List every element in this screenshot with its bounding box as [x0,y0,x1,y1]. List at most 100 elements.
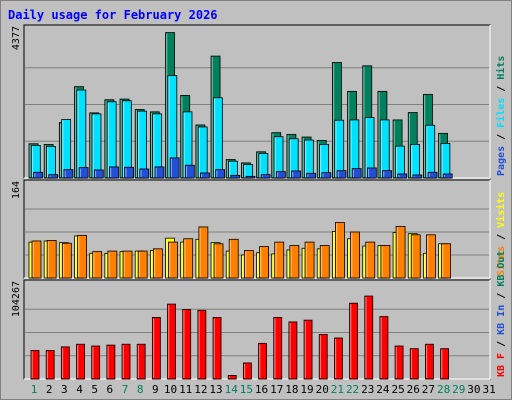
bar-hits-files-day-26 [410,144,420,179]
x-tick-label: 11 [179,383,192,396]
legend-files: Files [495,98,507,128]
bar-hits-pages-day-26 [412,174,423,179]
y-max-label: 104267 [11,281,22,317]
bar-visits-sites-day-28 [441,243,451,279]
legend-kb-in: KB In [496,305,507,335]
x-tick-label: 29 [452,383,465,396]
bar-kbytes-kb-f-day-18 [288,321,298,380]
bar-hits-files-day-13 [212,97,223,179]
bar-hits-files-day-7 [121,100,132,179]
bar-kbytes-kb-f-day-25 [394,345,404,380]
panel-visits: 164 Sites / Visits [11,179,507,279]
x-tick-label: 25 [391,383,404,396]
bar-visits-sites-day-9 [152,248,163,279]
x-tick-label: 19 [300,383,313,396]
bar-hits-pages-day-1 [33,171,43,179]
bar-hits-pages-day-15 [245,175,256,179]
bar-hits-pages-day-11 [184,164,195,179]
x-tick-label: 24 [376,383,390,396]
bar-visits-sites-day-10 [168,241,178,279]
bar-kbytes-kb-f-day-26 [409,348,419,380]
bar-visits-sites-day-1 [31,240,42,279]
bar-hits-pages-day-14 [230,174,241,179]
bar-kbytes-kb-f-day-2 [45,350,55,380]
bar-visits-sites-day-14 [228,238,239,279]
bar-kbytes-kb-f-day-19 [303,319,313,380]
bar-hits-pages-day-28 [442,173,453,179]
bar-visits-sites-day-15 [243,250,254,279]
x-tick-label: 10 [164,383,177,396]
bar-visits-sites-day-18 [289,245,300,279]
bar-visits-sites-day-26 [410,234,421,279]
x-tick-label: 3 [61,383,68,396]
bar-hits-pages-day-10 [169,157,180,179]
bar-visits-sites-day-4 [77,234,87,279]
panel-hits: 4377 Pages / Files / Hits [11,24,507,179]
bar-hits-pages-day-8 [139,168,150,179]
bar-kbytes-kb-f-day-7 [121,343,131,380]
x-tick-label: 8 [137,383,144,396]
bar-visits-sites-day-7 [122,250,133,279]
bar-kbytes-kb-f-day-1 [30,350,40,380]
bar-kbytes-kb-f-day-23 [364,295,374,380]
bar-hits-pages-day-23 [366,167,377,179]
bar-hits-pages-day-3 [63,169,74,179]
bar-hits-pages-day-2 [48,174,59,179]
bar-hits-pages-day-27 [427,171,438,179]
bar-kbytes-kb-f-day-28 [440,348,449,380]
x-tick-label: 14 [225,383,239,396]
bar-visits-sites-day-12 [198,226,209,279]
series-legend: KB F / KB In / KB Out [496,251,507,377]
panel-kbytes: 104267 KB F / KB In / KB Out [11,251,507,380]
bar-hits-files-day-2 [46,146,56,179]
bar-visits-sites-day-21 [334,222,345,279]
bar-visits-sites-day-24 [380,245,391,279]
chart-title: Daily usage for February 2026 [8,8,218,22]
x-tick-label: 28 [437,383,450,396]
x-tick-label: 21 [331,383,344,396]
x-tick-label: 23 [361,383,374,396]
bar-kbytes-kb-f-day-22 [349,302,358,380]
bar-hits-files-day-19 [303,139,314,179]
legend-sites: Sites [495,246,507,276]
x-tick-label: 1 [31,383,38,396]
bar-visits-sites-day-16 [259,246,269,279]
bar-kbytes-kb-f-day-16 [258,342,267,380]
series-legend: Pages / Files / Hits [495,56,507,176]
bar-kbytes-kb-f-day-10 [167,303,176,380]
bar-hits-files-day-28 [440,143,451,179]
bar-visits-sites-day-8 [137,250,148,279]
bar-hits-files-day-8 [137,110,147,179]
x-tick-label: 6 [107,383,114,396]
x-tick-label: 7 [122,383,129,396]
bar-kbytes-kb-f-day-6 [106,344,116,380]
bar-hits-pages-day-24 [382,170,392,179]
x-tick-label: 18 [285,383,298,396]
bar-kbytes-kb-f-day-21 [333,337,343,380]
bar-hits-pages-day-16 [260,174,271,179]
bar-hits-files-day-5 [91,113,102,179]
bar-kbytes-kb-f-day-20 [318,334,328,380]
bar-visits-sites-day-23 [365,241,376,279]
bar-kbytes-kb-f-day-13 [212,317,222,380]
x-tick-label: 22 [346,383,359,396]
bar-kbytes-kb-f-day-5 [91,345,101,380]
x-tick-label: 17 [270,383,283,396]
legend-hits: Hits [495,56,507,80]
bar-hits-pages-day-25 [397,173,408,179]
bar-hits-pages-day-21 [336,170,347,179]
bar-kbytes-kb-f-day-4 [76,343,85,380]
bar-hits-files-day-21 [334,119,345,179]
bar-kbytes-kb-f-day-27 [425,343,434,380]
bar-visits-sites-day-17 [274,241,285,279]
bar-hits-pages-day-4 [78,167,89,179]
legend-kb-out: KB Out [496,251,507,287]
x-tick-label: 27 [422,383,435,396]
bar-hits-files-day-25 [394,145,405,179]
x-tick-label: 16 [255,383,268,396]
x-axis: 1 2 3 4 5 6 7 8 9 10 11 12 13 14 15 16 17 18 19 20 21 22 23 24 2… [31,383,496,396]
x-tick-label: 20 [316,383,329,396]
bar-hits-pages-day-20 [321,172,332,179]
bar-kbytes-kb-f-day-14 [227,375,237,380]
